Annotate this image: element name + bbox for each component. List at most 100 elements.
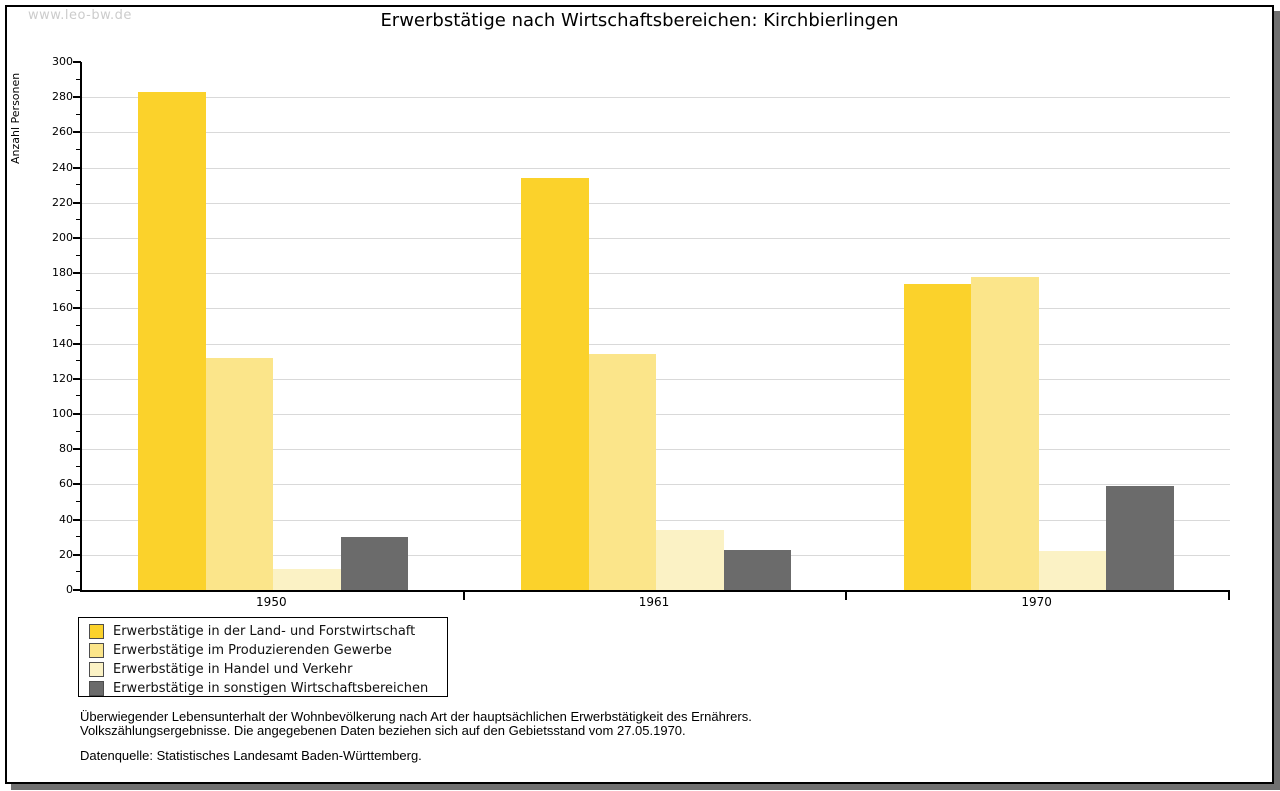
- bar-1961-series-2: [588, 354, 656, 590]
- y-axis-minor-tick: [76, 149, 81, 150]
- legend-label: Erwerbstätige in Handel und Verkehr: [113, 662, 353, 677]
- y-axis-tick-label: 60: [59, 477, 73, 491]
- bar-1950-series-1: [138, 92, 206, 590]
- y-axis-major-tick: [73, 448, 81, 451]
- y-axis-tick-label: 20: [59, 547, 73, 561]
- y-axis-minor-tick: [76, 184, 81, 186]
- footnote-line-1: Überwiegender Lebensunterhalt der Wohnbe…: [80, 709, 752, 724]
- y-axis-major-tick: [73, 272, 81, 275]
- y-axis-major-tick: [73, 342, 81, 345]
- gridline: [82, 308, 1230, 310]
- y-axis-minor-tick: [76, 395, 81, 397]
- y-axis-tick-label: 220: [52, 195, 73, 209]
- legend-swatch: [89, 662, 104, 677]
- gridline: [82, 97, 1230, 99]
- y-axis-minor-tick: [76, 254, 81, 256]
- legend-label: Erwerbstätige in der Land- und Forstwirt…: [113, 624, 416, 639]
- y-axis-major-tick: [73, 96, 81, 99]
- y-axis-major-tick: [73, 518, 81, 521]
- y-axis-tick-label: 160: [52, 301, 73, 315]
- y-axis-major-tick: [73, 413, 81, 415]
- bar-1950-series-3: [273, 569, 341, 590]
- legend-swatch: [89, 624, 104, 639]
- x-axis-tick: [462, 592, 465, 600]
- legend-swatch: [89, 681, 104, 696]
- y-axis-tick-label: 300: [52, 55, 73, 68]
- y-axis-minor-tick: [76, 536, 81, 538]
- y-axis-major-tick: [73, 377, 81, 380]
- bar-1970-series-3: [1038, 551, 1107, 590]
- y-axis-major-tick: [73, 483, 81, 486]
- legend-item-1: Erwerbstätige in der Land- und Forstwirt…: [89, 622, 447, 641]
- y-axis-minor-tick: [76, 289, 81, 291]
- y-axis-tick-label: 120: [52, 371, 73, 385]
- y-axis-major-tick: [73, 201, 81, 204]
- bar-1961-series-4: [723, 550, 791, 590]
- y-axis-tick-label: 280: [52, 90, 73, 104]
- footnote-line-2: Volkszählungsergebnisse. Die angegebenen…: [80, 722, 686, 738]
- gridline: [82, 273, 1230, 275]
- legend-label: Erwerbstätige im Produzierenden Gewerbe: [113, 643, 392, 658]
- y-axis-minor-tick: [76, 501, 81, 502]
- x-axis-label-1970: 1970: [1021, 595, 1052, 609]
- y-axis-minor-tick: [76, 571, 81, 573]
- bar-1950-series-2: [205, 358, 274, 590]
- y-axis-tick-label: 240: [52, 160, 73, 174]
- chart-title: Erwerbstätige nach Wirtschaftsbereichen:…: [380, 10, 899, 31]
- y-axis-tick-label: 260: [52, 125, 73, 139]
- gridline: [82, 449, 1230, 451]
- bar-1950-series-4: [340, 537, 409, 590]
- source-note: Datenquelle: Statistisches Landesamt Bad…: [80, 748, 422, 763]
- legend-item-3: Erwerbstätige in Handel und Verkehr: [89, 660, 447, 679]
- y-axis-tick-label: 180: [52, 266, 73, 280]
- legend-items: Erwerbstätige in der Land- und Forstwirt…: [89, 622, 447, 698]
- legend: Erwerbstätige in der Land- und Forstwirt…: [78, 617, 448, 697]
- legend-item-2: Erwerbstätige im Produzierenden Gewerbe: [89, 641, 447, 660]
- y-axis-minor-tick: [76, 219, 81, 221]
- y-axis-major-tick: [73, 589, 81, 591]
- y-axis-minor-tick: [76, 360, 81, 362]
- y-axis-minor-tick: [76, 78, 81, 80]
- x-axis-tick: [845, 592, 848, 600]
- y-axis-minor-tick: [76, 430, 81, 432]
- watermark: www.leo-bw.de: [28, 8, 132, 23]
- gridline: [82, 378, 1230, 380]
- gridline: [82, 414, 1230, 415]
- bar-1970-series-1: [903, 284, 972, 590]
- bar-1961-series-3: [656, 530, 724, 590]
- y-axis-major-tick: [73, 61, 81, 63]
- gridline: [82, 484, 1230, 486]
- gridline: [82, 343, 1230, 345]
- chart-frame: www.leo-bw.de Erwerbstätige nach Wirtsch…: [5, 5, 1274, 784]
- gridline: [82, 519, 1230, 521]
- y-axis-tick-label: 200: [52, 231, 73, 244]
- bar-1970-series-2: [971, 277, 1039, 590]
- plot-area: 0 20 40 60 80 100 120 140 160 180 200 220 240 260 280 3…: [52, 55, 1230, 600]
- y-axis-title: Anzahl Personen: [9, 72, 22, 164]
- bar-1961-series-1: [521, 178, 589, 590]
- x-axis-tick: [1228, 592, 1230, 600]
- y-axis-tick-label: 100: [52, 407, 73, 420]
- y-axis-minor-tick: [76, 113, 81, 115]
- y-axis-major-tick: [73, 131, 81, 134]
- y-axis-major-tick: [73, 166, 81, 169]
- y-axis-major-tick: [73, 553, 81, 556]
- y-axis-minor-tick: [76, 465, 81, 467]
- gridline: [82, 238, 1230, 239]
- y-axis-tick-label: 140: [52, 336, 73, 350]
- y-axis-minor-tick: [76, 325, 81, 326]
- gridline: [82, 167, 1230, 169]
- y-axis-tick-label: 40: [59, 512, 73, 526]
- footnotes: Überwiegender Lebensunterhalt der Wohnbe…: [80, 710, 752, 763]
- legend-label: Erwerbstätige in sonstigen Wirtschaftsbe…: [113, 681, 429, 696]
- y-axis-tick-label: 0: [66, 583, 73, 596]
- bar-1970-series-4: [1106, 486, 1174, 590]
- gridline: [82, 202, 1230, 204]
- x-axis-label-1961: 1961: [638, 595, 670, 609]
- x-axis-label-1950: 1950: [256, 595, 287, 609]
- legend-swatch: [89, 643, 104, 658]
- y-axis-major-tick: [73, 237, 81, 239]
- legend-item-4: Erwerbstätige in sonstigen Wirtschaftsbe…: [89, 679, 447, 698]
- y-axis-major-tick: [73, 307, 81, 310]
- gridline: [82, 132, 1230, 134]
